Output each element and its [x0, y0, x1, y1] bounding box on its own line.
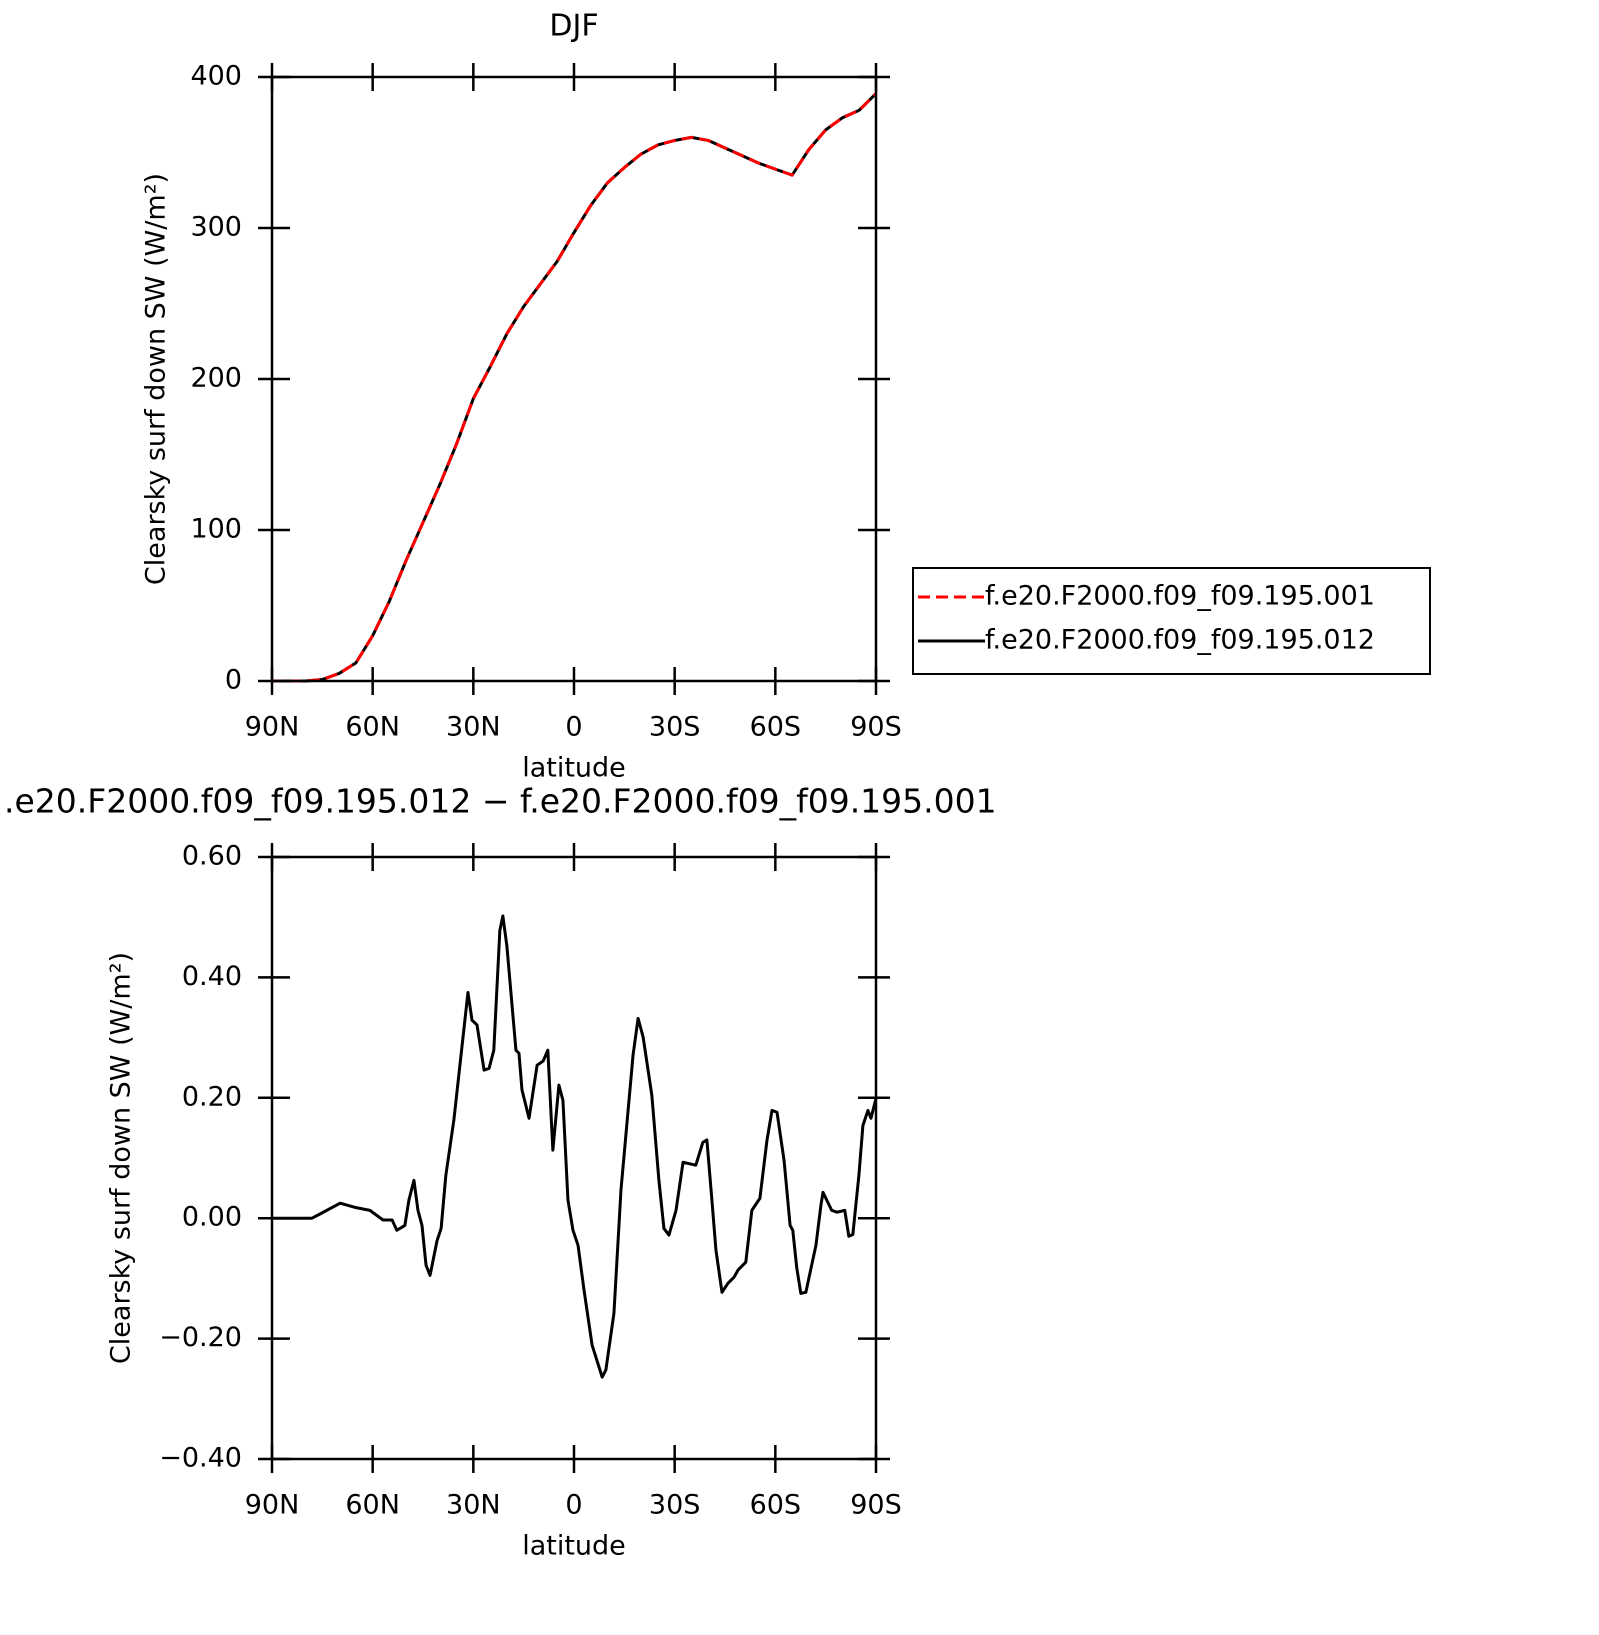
x-tick-label: 30N [446, 712, 501, 743]
x-tick-label: 30N [446, 1490, 501, 1521]
plot-frame [270, 75, 878, 683]
x-tick-label: 90N [245, 1490, 300, 1521]
chart-title: .e20.F2000.f09_f09.195.012 − f.e20.F2000… [4, 782, 997, 821]
y-tick-label: 300 [190, 212, 242, 243]
y-tick-label: 0.40 [182, 961, 242, 992]
y-axis-label: Clearsky surf down SW (W/m²) [141, 173, 172, 585]
x-tick-label: 0 [565, 712, 582, 743]
legend-box [912, 567, 1431, 675]
y-tick-label: 0.20 [182, 1081, 242, 1112]
y-tick-label: 400 [190, 61, 242, 92]
x-tick-label: 90N [245, 712, 300, 743]
x-axis-label: latitude [522, 753, 626, 784]
x-tick-label: 60S [750, 1490, 802, 1521]
x-tick-label: 30S [649, 712, 701, 743]
x-tick-label: 90S [850, 1490, 902, 1521]
data-line [272, 92, 878, 683]
y-tick-label: 100 [190, 514, 242, 545]
plot-frame [270, 855, 878, 1461]
y-tick-label: 200 [190, 363, 242, 394]
x-tick-label: 60N [345, 1490, 400, 1521]
legend-label: f.e20.F2000.f09_f09.195.001 [985, 581, 1375, 612]
y-tick-label: 0.00 [182, 1202, 242, 1233]
chart-title: DJF [549, 9, 598, 44]
legend-label: f.e20.F2000.f09_f09.195.012 [985, 625, 1375, 656]
y-tick-label: −0.40 [159, 1443, 242, 1474]
x-tick-label: 60N [345, 712, 400, 743]
x-axis-label: latitude [522, 1531, 626, 1562]
y-tick-label: −0.20 [159, 1322, 242, 1353]
x-tick-label: 0 [565, 1490, 582, 1521]
x-tick-label: 60S [750, 712, 802, 743]
y-tick-label: 0.60 [182, 841, 242, 872]
x-tick-label: 30S [649, 1490, 701, 1521]
y-axis-label: Clearsky surf down SW (W/m²) [106, 952, 137, 1364]
data-line [272, 914, 878, 1379]
x-tick-label: 90S [850, 712, 902, 743]
data-line [272, 92, 878, 683]
y-tick-label: 0 [225, 665, 242, 696]
